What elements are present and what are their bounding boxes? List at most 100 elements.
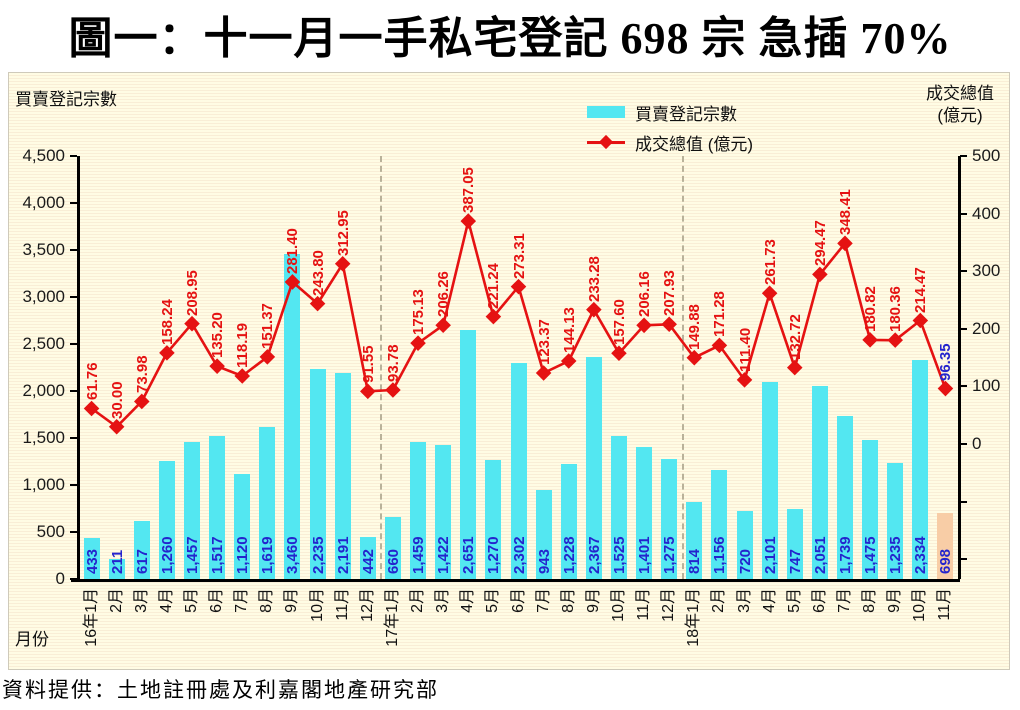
left-tick bbox=[70, 155, 77, 157]
right-axis-title-line2: (億元) bbox=[937, 106, 983, 125]
x-axis-title: 月份 bbox=[15, 630, 49, 649]
line-value-label: 214.47 bbox=[912, 266, 930, 313]
bar bbox=[610, 435, 627, 579]
left-axis-line bbox=[77, 156, 80, 579]
x-tick-label: 4月 bbox=[459, 588, 477, 613]
left-tick bbox=[70, 437, 77, 439]
legend: 買賣登記宗數 成交總值 (億元) bbox=[587, 97, 753, 157]
value-line-series bbox=[83, 213, 954, 435]
bar bbox=[585, 356, 602, 579]
left-tick-label: 500 bbox=[36, 522, 65, 541]
diamond-marker bbox=[937, 380, 954, 397]
x-tick-label: 16年1月 bbox=[82, 588, 100, 647]
bar bbox=[937, 513, 954, 579]
line-value-label: 348.41 bbox=[836, 189, 854, 236]
bar bbox=[711, 470, 728, 579]
diamond-marker bbox=[560, 353, 577, 369]
bar bbox=[912, 359, 929, 579]
right-tick bbox=[960, 443, 967, 446]
bar bbox=[887, 462, 904, 579]
chart-area: 買賣登記宗數 買賣登記宗數 成交總值 (億元) 成交總值 (億元) 433 211… bbox=[8, 72, 1010, 670]
bar bbox=[661, 459, 678, 579]
bar bbox=[359, 537, 376, 579]
bar bbox=[535, 490, 552, 579]
line-value-label: 123.37 bbox=[535, 319, 553, 365]
bar bbox=[636, 447, 653, 579]
x-axis-line bbox=[71, 579, 960, 582]
right-tick bbox=[960, 155, 967, 157]
chart-title: 圖一：十一月一手私宅登記 698 宗 急插 70% bbox=[68, 14, 952, 63]
right-tick bbox=[960, 327, 967, 330]
right-axis-title-line1: 成交總值 bbox=[926, 84, 994, 103]
line-value-label: 175.13 bbox=[410, 289, 428, 336]
left-tick-label: 3,000 bbox=[22, 287, 65, 306]
line-value-label: 243.80 bbox=[309, 249, 327, 296]
line-swatch-icon bbox=[587, 134, 625, 150]
left-tick bbox=[70, 390, 77, 392]
legend-label: 買賣登記宗數 bbox=[635, 104, 737, 124]
bar bbox=[485, 459, 502, 579]
line-value-label: 61.76 bbox=[83, 362, 101, 401]
x-tick-label: 8月 bbox=[861, 588, 879, 613]
legend-item-registrations: 買賣登記宗數 bbox=[587, 97, 753, 127]
diamond-marker bbox=[460, 213, 477, 229]
x-tick-label: 2月 bbox=[710, 588, 728, 613]
bar bbox=[560, 463, 577, 579]
x-tick-label: 8月 bbox=[258, 588, 276, 613]
bar bbox=[786, 508, 803, 579]
line-value-label: 233.28 bbox=[585, 255, 603, 302]
diamond-marker bbox=[812, 266, 828, 283]
diamond-marker bbox=[159, 345, 175, 361]
x-tick-label: 9月 bbox=[584, 588, 602, 613]
source-attribution: 資料提供：土地註冊處及利嘉閣地產研究部 bbox=[2, 679, 439, 702]
diamond-marker bbox=[234, 368, 251, 384]
line-value-label: 151.37 bbox=[259, 302, 277, 349]
x-tick-label: 7月 bbox=[835, 588, 853, 613]
x-tick-label: 6月 bbox=[810, 588, 828, 613]
left-tick bbox=[70, 296, 77, 298]
bar-swatch-icon bbox=[587, 106, 625, 118]
line-value-label: 387.05 bbox=[460, 167, 478, 214]
right-tick-unlabeled bbox=[960, 500, 967, 503]
x-tick-label: 11月 bbox=[936, 588, 954, 621]
x-tick-label: 9月 bbox=[886, 588, 904, 613]
x-tick-label: 17年1月 bbox=[383, 588, 401, 647]
plot-area: 433 211 617 1,260 1,457 1,517 1,120 1,619 3,460 2… bbox=[9, 73, 1009, 669]
line-value-label: 312.95 bbox=[334, 209, 352, 256]
bar bbox=[736, 511, 753, 579]
left-tick-label: 1,500 bbox=[22, 428, 65, 447]
line-value-label: 207.93 bbox=[661, 270, 679, 317]
right-axis-line bbox=[958, 156, 961, 579]
line-value-label: 111.40 bbox=[736, 327, 754, 372]
diamond-marker bbox=[209, 358, 225, 374]
line-value-label: 206.26 bbox=[435, 271, 453, 318]
line-value-label: 73.98 bbox=[133, 355, 151, 394]
diamond-marker bbox=[535, 365, 552, 381]
line-value-label: 118.19 bbox=[234, 322, 252, 368]
diamond-marker bbox=[435, 317, 451, 334]
line-value-label: 294.47 bbox=[811, 220, 829, 267]
bar bbox=[862, 440, 879, 579]
right-tick-label: 100 bbox=[972, 376, 1001, 396]
bar bbox=[460, 329, 477, 579]
x-tick-label: 3月 bbox=[735, 588, 753, 613]
left-tick bbox=[70, 202, 77, 204]
line-value-label: 158.24 bbox=[158, 299, 176, 345]
line-value-label: 208.95 bbox=[184, 269, 201, 316]
left-tick bbox=[70, 531, 77, 533]
left-tick bbox=[70, 249, 77, 251]
x-tick-label: 12月 bbox=[660, 588, 678, 622]
line-value-label: 93.78 bbox=[384, 344, 402, 383]
bar bbox=[410, 441, 427, 579]
x-tick-label: 10月 bbox=[308, 588, 326, 622]
bar bbox=[184, 442, 200, 579]
left-tick-label: 2,000 bbox=[22, 381, 65, 400]
diamond-marker bbox=[184, 315, 200, 332]
legend-item-value: 成交總值 (億元) bbox=[587, 127, 753, 157]
bar bbox=[836, 415, 853, 579]
left-tick-label: 4,500 bbox=[22, 146, 65, 165]
line-value-label: 180.36 bbox=[887, 286, 905, 333]
left-tick bbox=[70, 343, 77, 345]
left-tick-label: 1,000 bbox=[22, 475, 65, 494]
line-value-label: 144.13 bbox=[560, 307, 578, 354]
